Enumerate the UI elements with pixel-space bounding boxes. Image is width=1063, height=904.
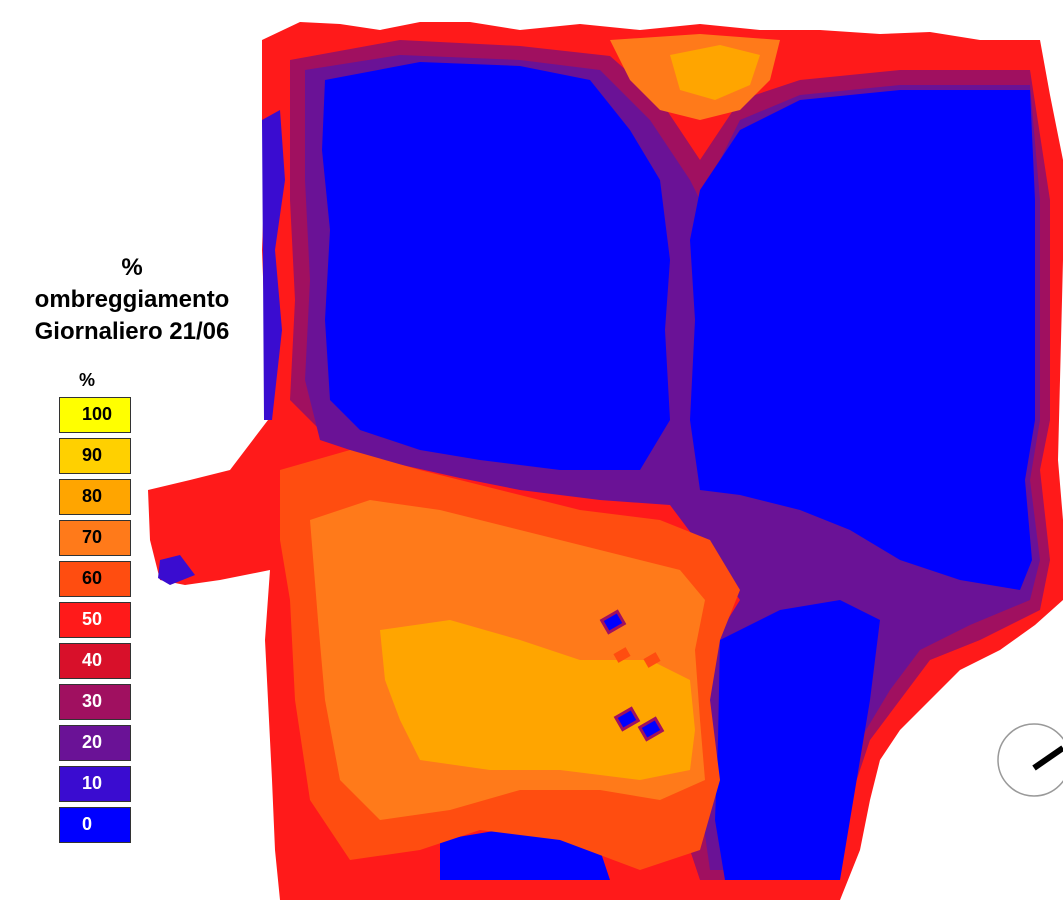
legend-item: 0 — [59, 807, 131, 843]
legend-item: 30 — [59, 684, 131, 720]
zone-blue-edge-west — [262, 110, 285, 420]
legend-label: 70 — [82, 527, 103, 547]
legend: 100 90 80 70 60 50 40 30 20 10 0 — [59, 397, 131, 848]
zone-blue-se — [715, 600, 880, 880]
legend-label: 100 — [82, 404, 113, 424]
legend-label: 60 — [82, 568, 103, 588]
title-line-1: % — [121, 254, 143, 281]
legend-label: 30 — [82, 691, 103, 711]
legend-label: 0 — [82, 814, 93, 834]
legend-item: 70 — [59, 520, 131, 556]
legend-label: 20 — [82, 732, 103, 752]
legend-item: 20 — [59, 725, 131, 761]
zone-blue-ne — [690, 90, 1035, 590]
legend-item: 40 — [59, 643, 131, 679]
legend-item: 100 — [59, 397, 131, 433]
legend-item: 80 — [59, 479, 131, 515]
zone-orange-north-core — [670, 45, 760, 100]
zone-blue-west-tip — [158, 555, 195, 585]
building — [599, 609, 627, 635]
legend-item: 50 — [59, 602, 131, 638]
title-line-3: Giornaliero 21/06 — [34, 318, 230, 345]
legend-label: 80 — [82, 486, 103, 506]
zone-blue-nw — [322, 62, 670, 470]
legend-label: 10 — [82, 773, 103, 793]
legend-label: 90 — [82, 445, 103, 465]
legend-item: 90 — [59, 438, 131, 474]
legend-label: 50 — [82, 609, 103, 629]
title-line-2: ombreggiamento — [34, 286, 230, 313]
legend-label: 40 — [82, 650, 103, 670]
building — [637, 716, 665, 742]
building — [643, 652, 661, 668]
zone-orange-80 — [380, 620, 695, 780]
north-arrow-icon — [997, 723, 1063, 797]
building — [613, 706, 641, 732]
building — [613, 647, 631, 663]
legend-unit: % — [78, 370, 95, 390]
legend-item: 60 — [59, 561, 131, 597]
map-title: % ombreggiamento Giornaliero 21/06 — [8, 252, 256, 348]
legend-item: 10 — [59, 766, 131, 802]
